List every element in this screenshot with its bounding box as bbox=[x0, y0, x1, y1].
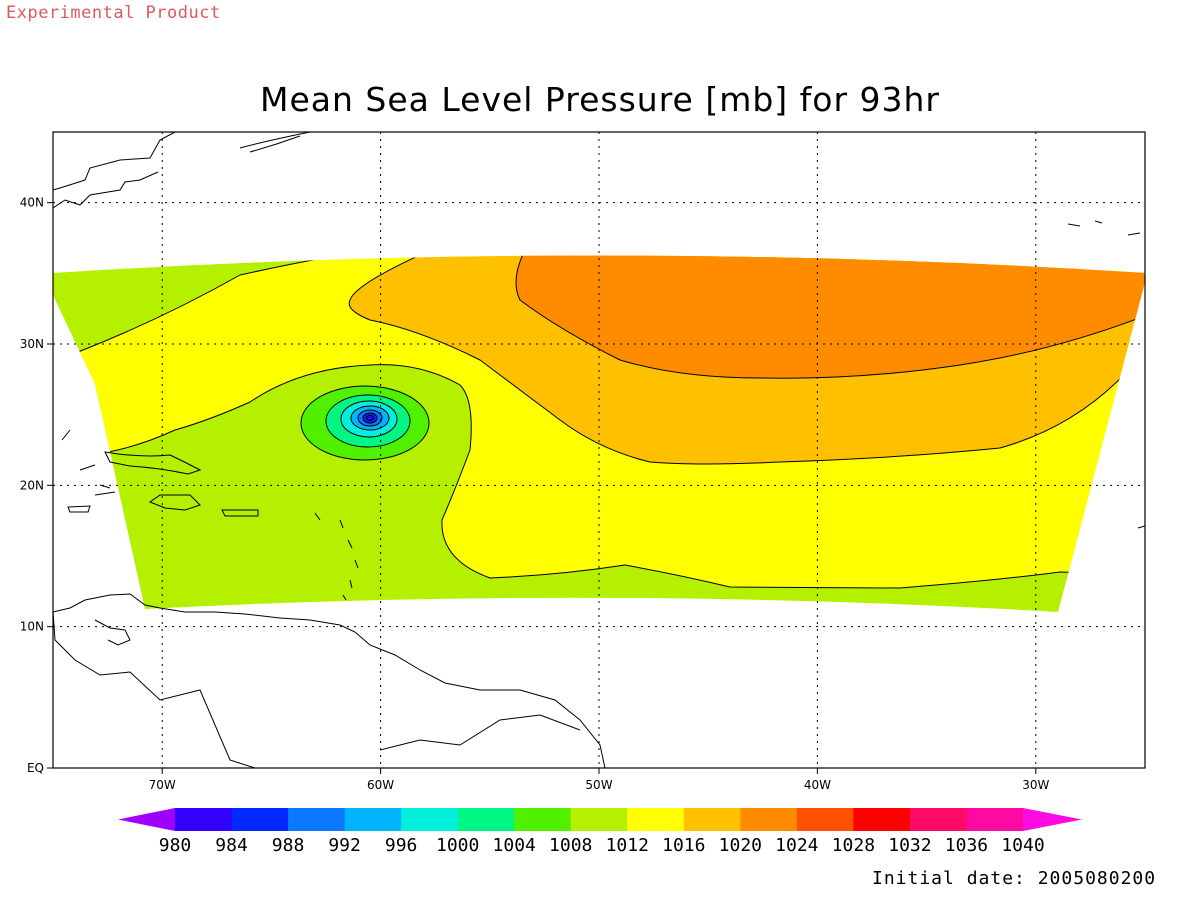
lon-label-70W: 70W bbox=[149, 778, 176, 792]
lon-label-40W: 40W bbox=[804, 778, 831, 792]
colorbar-label: 1040 bbox=[1001, 835, 1044, 856]
colorbar-label: 1036 bbox=[945, 835, 988, 856]
lat-label-40N: 40N bbox=[20, 196, 44, 210]
lesser-antilles-coast bbox=[314, 512, 359, 601]
colorbar-label: 1028 bbox=[832, 835, 875, 856]
lon-label-30W: 30W bbox=[1022, 778, 1049, 792]
lon-label-50W: 50W bbox=[585, 778, 612, 792]
pressure-fill-layer bbox=[53, 255, 1145, 612]
puerto-rico-coast bbox=[221, 509, 259, 517]
lon-label-60W: 60W bbox=[367, 778, 394, 792]
initial-date-label: Initial date: 2005080200 bbox=[872, 868, 1157, 889]
colorbar-swatch bbox=[627, 808, 685, 831]
colorbar-arrow-high bbox=[1023, 808, 1082, 831]
colorbar-swatch bbox=[231, 808, 289, 831]
lat-label-20N: 20N bbox=[20, 478, 44, 492]
colorbar-swatch bbox=[514, 808, 572, 831]
pressure-map: 70W 60W 50W 40W 30W EQ 10N 20N 30N 40N bbox=[20, 131, 1146, 792]
colorbar-swatch bbox=[175, 808, 233, 831]
colorbar-swatch bbox=[740, 808, 798, 831]
colorbar-swatch bbox=[401, 808, 459, 831]
azores-coast bbox=[1067, 220, 1141, 236]
guiana-interior bbox=[379, 714, 581, 751]
nova-scotia-coast bbox=[239, 132, 311, 153]
colorbar-swatch bbox=[796, 808, 854, 831]
graticule-grid bbox=[53, 132, 1145, 768]
south-america-coast bbox=[53, 593, 606, 768]
colorbar-label: 1004 bbox=[493, 835, 536, 856]
colorbar: 980 984 988 992 996 1000 1004 1008 1012 1016 1020 1… bbox=[118, 808, 1082, 856]
hispaniola-coast bbox=[148, 494, 201, 511]
lat-label-10N: 10N bbox=[20, 620, 44, 634]
colorbar-label: 1008 bbox=[549, 835, 592, 856]
colorbar-label: 1024 bbox=[775, 835, 818, 856]
colorbar-label: 1032 bbox=[888, 835, 931, 856]
colorbar-swatch bbox=[570, 808, 628, 831]
colorbar-label: 1016 bbox=[662, 835, 705, 856]
colorbar-swatch bbox=[909, 808, 967, 831]
jamaica-coast bbox=[67, 505, 91, 513]
cuba-coast bbox=[104, 451, 202, 475]
colorbar-label: 996 bbox=[385, 835, 418, 856]
colorbar-label: 984 bbox=[215, 835, 248, 856]
colorbar-label: 980 bbox=[159, 835, 192, 856]
lat-label-30N: 30N bbox=[20, 337, 44, 351]
map-title: Mean Sea Level Pressure [mb] for 93hr bbox=[259, 80, 941, 119]
low-pressure-center bbox=[300, 385, 430, 461]
colorbar-swatch bbox=[344, 808, 402, 831]
colorbar-swatch bbox=[966, 808, 1024, 831]
axis-tick-labels: 70W 60W 50W 40W 30W EQ 10N 20N 30N 40N bbox=[20, 196, 1050, 792]
colorbar-swatch bbox=[457, 808, 515, 831]
colorbar-label: 988 bbox=[272, 835, 305, 856]
colorbar-label: 1012 bbox=[606, 835, 649, 856]
lat-label-EQ: EQ bbox=[27, 761, 44, 775]
colorbar-swatch bbox=[853, 808, 911, 831]
bahamas-coast bbox=[61, 429, 116, 496]
canary-coast bbox=[1137, 525, 1145, 529]
colorbar-label: 992 bbox=[328, 835, 361, 856]
colorbar-swatch bbox=[288, 808, 346, 831]
experimental-product-label: Experimental Product bbox=[6, 3, 221, 23]
north-america-coast bbox=[53, 132, 176, 209]
colorbar-swatch bbox=[683, 808, 741, 831]
colorbar-arrow-low bbox=[118, 808, 175, 831]
colorbar-label: 1020 bbox=[719, 835, 762, 856]
colorbar-label: 1000 bbox=[436, 835, 479, 856]
coastline-layer bbox=[53, 132, 1145, 768]
